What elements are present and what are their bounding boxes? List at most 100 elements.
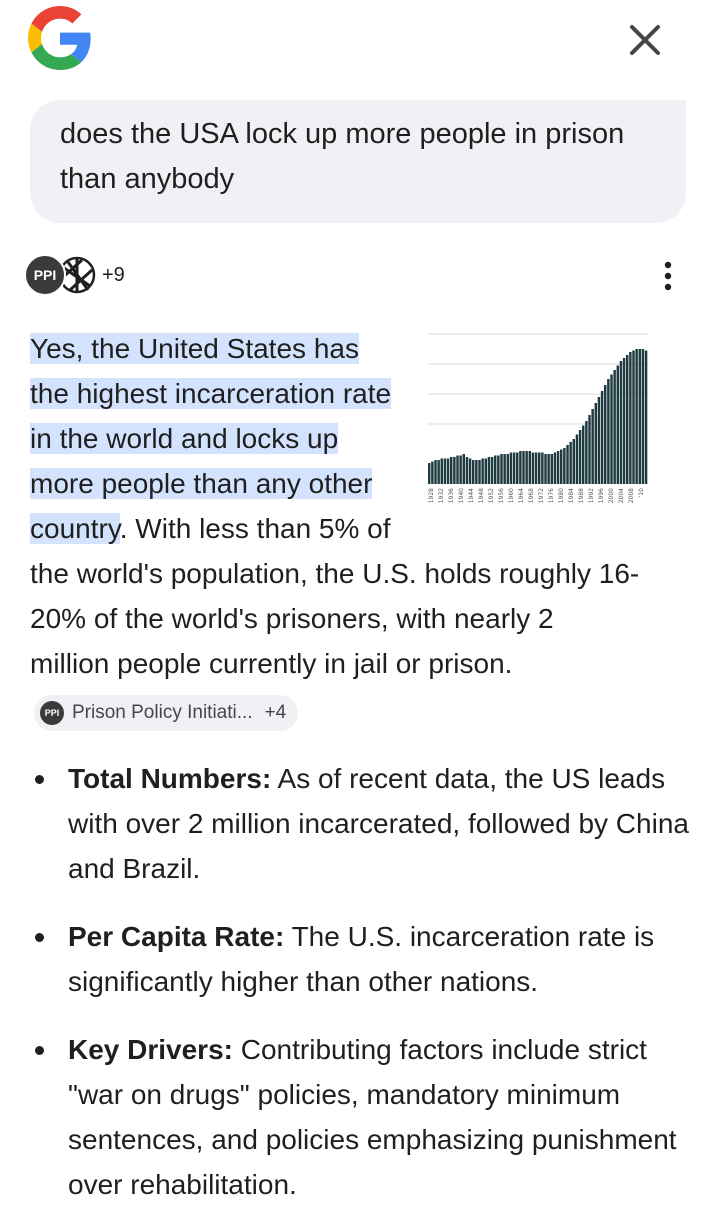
chart-tick-label: 1984 bbox=[568, 488, 575, 503]
chart-bar bbox=[462, 454, 466, 484]
chart-bar bbox=[506, 454, 510, 484]
bullet-text: Contributing factors include strict "war… bbox=[68, 1034, 677, 1200]
chart-bar bbox=[638, 349, 642, 484]
chart-tick-label: '10 bbox=[638, 488, 645, 497]
chart-tick-label: 1956 bbox=[498, 488, 505, 503]
incarceration-chart[interactable]: 1928 1932 1936 1940 1944 1948 1952 1956 1960 1964… bbox=[426, 326, 660, 516]
query-bubble: does the USA lock up more people in pris… bbox=[30, 100, 686, 223]
chart-bar bbox=[594, 403, 598, 484]
chart-tick-label: 1928 bbox=[428, 488, 435, 503]
chart-bar bbox=[644, 350, 648, 484]
close-icon bbox=[630, 25, 660, 55]
chart-bar bbox=[509, 452, 513, 484]
chart-tick-label: 1988 bbox=[578, 488, 585, 503]
chart-bar bbox=[588, 415, 591, 484]
bullet-text: The U.S. incarceration rate is significa… bbox=[68, 921, 655, 997]
answer-paragraph: 1928 1932 1936 1940 1944 1948 1952 1956 1960 1964… bbox=[30, 326, 648, 731]
chart-bar bbox=[591, 409, 594, 484]
chart-bar bbox=[613, 370, 616, 484]
chart-bar bbox=[607, 379, 610, 484]
chart-bar bbox=[456, 455, 459, 484]
chart-bar bbox=[531, 452, 535, 484]
chart-bar bbox=[490, 457, 494, 484]
chart-bar bbox=[431, 461, 434, 484]
chart-bar bbox=[597, 397, 601, 484]
chart-bar bbox=[459, 455, 462, 484]
chart-bar bbox=[566, 445, 569, 484]
chart-bar bbox=[443, 458, 447, 484]
chart-bar bbox=[472, 460, 475, 484]
chart-bar bbox=[544, 454, 547, 484]
chart-bar bbox=[497, 455, 500, 484]
list-item: Key Drivers: Contributing factors includ… bbox=[30, 1027, 690, 1207]
google-g-icon bbox=[28, 6, 91, 70]
bullet-title: Key Drivers: bbox=[68, 1034, 233, 1065]
citation-more-count: +4 bbox=[264, 702, 287, 723]
chart-bar bbox=[553, 452, 557, 484]
chart-bar bbox=[522, 451, 525, 484]
chart-bar bbox=[632, 350, 635, 484]
chart-bar bbox=[604, 385, 607, 484]
chart-bar bbox=[538, 452, 541, 484]
chart-bar bbox=[534, 452, 538, 484]
chart-bar bbox=[487, 457, 491, 484]
chart-tick-label: 1952 bbox=[488, 488, 495, 503]
chart-tick-label: 2000 bbox=[608, 488, 615, 503]
chart-tick-label: 1976 bbox=[548, 488, 555, 503]
chart-tick-label: 1980 bbox=[558, 488, 565, 503]
chart-bar bbox=[569, 442, 572, 484]
chart-bar bbox=[428, 463, 431, 484]
chart-tick-label: 2008 bbox=[628, 488, 635, 503]
chart-bar bbox=[503, 454, 506, 484]
ppi-source-label: PPI bbox=[33, 267, 57, 283]
chart-bar bbox=[556, 451, 560, 484]
more-vert-icon bbox=[664, 261, 672, 291]
chart-bar bbox=[525, 451, 528, 484]
ppi-citation-icon: PPI bbox=[40, 701, 64, 725]
chart-bar bbox=[641, 349, 645, 484]
list-item: Per Capita Rate: The U.S. incarceration … bbox=[30, 914, 690, 1004]
chart-bar bbox=[560, 449, 563, 484]
query-text: does the USA lock up more people in pris… bbox=[60, 118, 625, 195]
chart-tick-label: 1964 bbox=[518, 488, 525, 503]
chart-tick-label: 1992 bbox=[588, 488, 595, 503]
close-button[interactable] bbox=[620, 18, 670, 64]
bullet-title: Total Numbers: bbox=[68, 763, 272, 794]
list-item: Total Numbers: As of recent data, the US… bbox=[30, 756, 690, 891]
chart-tick-label: 1948 bbox=[478, 488, 485, 503]
chart-bar bbox=[550, 454, 554, 484]
chart-bar bbox=[446, 458, 450, 484]
sources-row[interactable]: PPI +9 bbox=[24, 254, 125, 296]
chart-bar bbox=[453, 457, 456, 484]
chart-bar bbox=[541, 452, 544, 484]
chart-bar bbox=[519, 451, 522, 484]
globe-source-icon bbox=[58, 256, 96, 294]
chart-bar bbox=[440, 458, 444, 484]
chart-bar bbox=[635, 349, 638, 484]
chart-bar bbox=[434, 460, 437, 484]
citation-label: Prison Policy Initiati... bbox=[72, 702, 253, 723]
chart-tick-label: 1940 bbox=[458, 488, 465, 503]
chart-tick-label: 1968 bbox=[528, 488, 535, 503]
chart-bar bbox=[563, 448, 566, 484]
chart-bar bbox=[465, 457, 469, 484]
chart-bar bbox=[475, 460, 478, 484]
chart-bar bbox=[629, 352, 632, 484]
chart-bar bbox=[619, 361, 623, 484]
chart-bar bbox=[622, 358, 626, 484]
chart-bar bbox=[512, 452, 516, 484]
chart-tick-label: 1932 bbox=[438, 488, 445, 503]
citation-chip[interactable]: PPI Prison Policy Initiati... +4 bbox=[34, 695, 299, 731]
chart-bar bbox=[575, 434, 579, 484]
chart-bar bbox=[578, 430, 582, 484]
chart-tick-label: 2004 bbox=[618, 488, 625, 503]
chart-bar bbox=[547, 454, 550, 484]
chart-tick-label: 1996 bbox=[598, 488, 605, 503]
chart-bar bbox=[437, 460, 440, 484]
chart-bar bbox=[468, 458, 472, 484]
answer-body: . With less than 5% of the world's popul… bbox=[30, 513, 640, 679]
chart-bar bbox=[484, 458, 488, 484]
sources-count: +9 bbox=[102, 263, 125, 286]
more-options-button[interactable] bbox=[650, 258, 686, 294]
ppi-source-icon: PPI bbox=[24, 254, 66, 296]
